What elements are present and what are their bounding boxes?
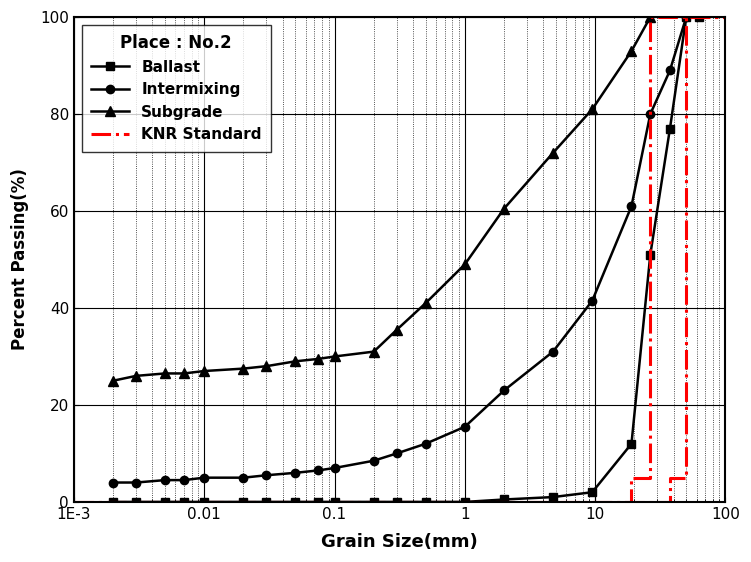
Ballast [179,498,189,505]
Intermixing [627,203,636,210]
Intermixing [200,474,209,481]
Subgrade [460,261,469,268]
Ballast [330,498,339,505]
Intermixing [682,13,691,20]
Intermixing [262,472,271,479]
KNR Standard [646,13,655,20]
Ballast [548,493,557,500]
Subgrade [646,13,655,20]
Intermixing [392,450,401,457]
Intermixing [646,111,655,117]
KNR Standard [627,474,636,481]
Ballast [665,125,674,132]
Subgrade [161,370,170,377]
Intermixing [314,467,323,474]
Intermixing [548,348,557,355]
Ballast [392,498,401,505]
Intermixing [239,474,248,481]
Subgrade [200,368,209,374]
Ballast [200,498,209,505]
Intermixing [369,457,379,464]
Subgrade [421,300,430,306]
Intermixing [330,465,339,472]
Line: Ballast: Ballast [109,13,704,506]
Subgrade [392,327,401,333]
Subgrade [369,348,379,355]
Subgrade [314,356,323,362]
Ballast [109,498,118,505]
Line: Intermixing: Intermixing [109,13,690,487]
Ballast [262,498,271,505]
Intermixing [131,479,140,486]
Ballast [421,498,430,505]
Ballast [460,498,469,505]
Intermixing [588,297,597,304]
Line: Subgrade: Subgrade [108,12,655,386]
Line: KNR Standard: KNR Standard [74,17,725,502]
Subgrade [131,373,140,379]
Ballast [588,489,597,496]
Ballast [695,13,704,20]
Intermixing [499,387,508,394]
KNR Standard [627,498,636,505]
Subgrade [262,363,271,370]
Ballast [646,251,655,258]
Ballast [314,498,323,505]
KNR Standard [721,13,730,20]
Subgrade [179,370,189,377]
KNR Standard [646,474,655,481]
Legend: Ballast, Intermixing, Subgrade, KNR Standard: Ballast, Intermixing, Subgrade, KNR Stan… [82,25,271,152]
Subgrade [109,377,118,384]
Ballast [499,496,508,503]
Intermixing [421,441,430,447]
Ballast [131,498,140,505]
Intermixing [161,477,170,483]
KNR Standard [69,498,78,505]
Ballast [239,498,248,505]
Intermixing [291,469,300,476]
Subgrade [627,48,636,55]
Subgrade [499,205,508,212]
Intermixing [109,479,118,486]
X-axis label: Grain Size(mm): Grain Size(mm) [321,533,478,551]
Subgrade [548,149,557,156]
Subgrade [291,358,300,365]
Intermixing [179,477,189,483]
Ballast [291,498,300,505]
Subgrade [330,353,339,360]
Ballast [161,498,170,505]
Intermixing [460,423,469,430]
Intermixing [665,67,674,74]
Subgrade [239,365,248,372]
Y-axis label: Percent Passing(%): Percent Passing(%) [11,169,29,351]
Ballast [627,441,636,447]
Ballast [369,498,379,505]
Subgrade [588,106,597,112]
Ballast [682,13,691,20]
